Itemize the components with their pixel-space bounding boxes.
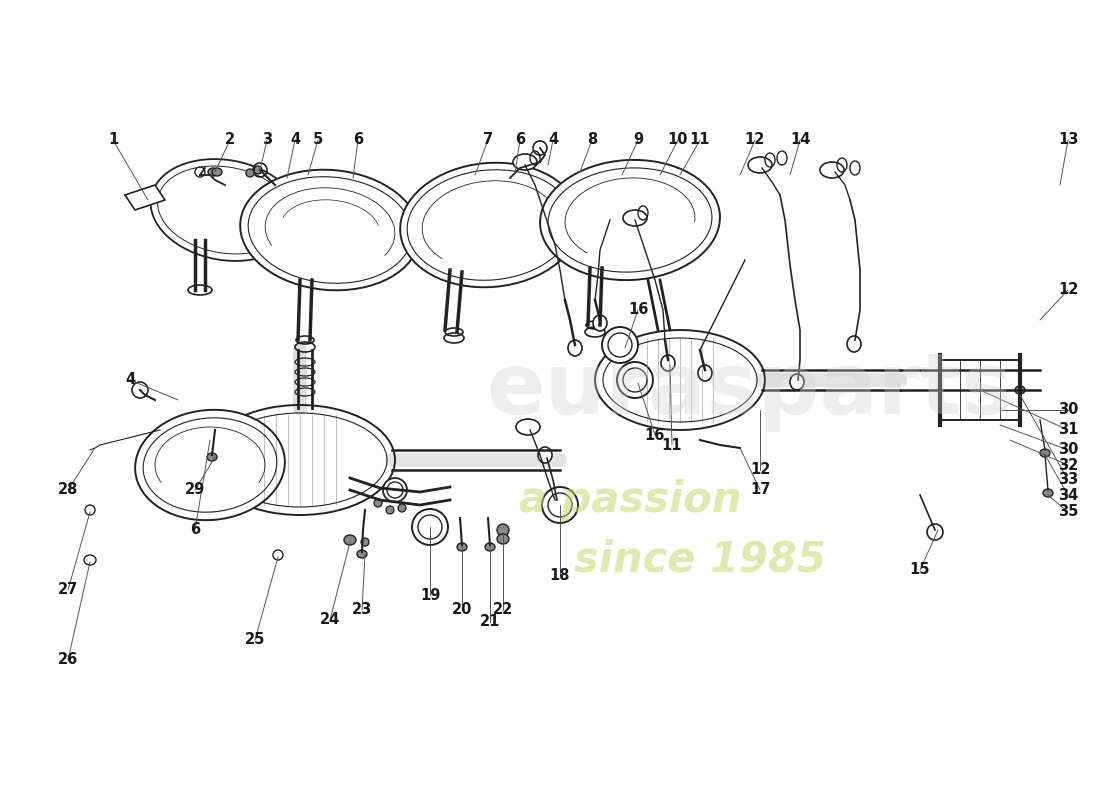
Ellipse shape	[790, 374, 804, 390]
Ellipse shape	[542, 487, 578, 523]
Ellipse shape	[383, 478, 407, 502]
Text: 25: 25	[245, 633, 265, 647]
Ellipse shape	[412, 509, 448, 545]
Ellipse shape	[1040, 449, 1050, 457]
Text: 13: 13	[1058, 133, 1078, 147]
Text: 14: 14	[790, 133, 811, 147]
Ellipse shape	[400, 162, 580, 287]
Text: 10: 10	[668, 133, 689, 147]
Text: 12: 12	[745, 133, 766, 147]
Text: 6: 6	[190, 522, 200, 538]
Ellipse shape	[446, 328, 463, 336]
Ellipse shape	[568, 340, 582, 356]
Text: 5: 5	[312, 133, 323, 147]
Text: 4: 4	[290, 133, 300, 147]
Ellipse shape	[593, 315, 607, 331]
Ellipse shape	[538, 447, 552, 463]
Polygon shape	[125, 185, 165, 210]
Ellipse shape	[151, 159, 299, 261]
Text: 28: 28	[58, 482, 78, 498]
Text: 12: 12	[750, 462, 770, 478]
Text: 4: 4	[548, 133, 558, 147]
Ellipse shape	[617, 362, 653, 398]
Text: 12: 12	[1058, 282, 1078, 298]
Text: 21: 21	[480, 614, 501, 630]
Ellipse shape	[374, 499, 382, 507]
Text: 6: 6	[515, 133, 525, 147]
Text: 34: 34	[1058, 487, 1078, 502]
Ellipse shape	[595, 330, 764, 430]
Ellipse shape	[497, 524, 509, 536]
Text: 2: 2	[224, 133, 235, 147]
Ellipse shape	[208, 168, 218, 176]
Text: a passion: a passion	[519, 479, 741, 521]
Text: 35: 35	[1058, 505, 1078, 519]
Text: 23: 23	[352, 602, 372, 618]
Text: 27: 27	[58, 582, 78, 598]
Ellipse shape	[456, 543, 468, 551]
Text: 8: 8	[587, 133, 597, 147]
Ellipse shape	[602, 327, 638, 363]
Text: 19: 19	[420, 587, 440, 602]
Ellipse shape	[246, 169, 254, 177]
Ellipse shape	[586, 321, 604, 329]
Ellipse shape	[820, 162, 844, 178]
Ellipse shape	[485, 543, 495, 551]
Ellipse shape	[361, 538, 368, 546]
Ellipse shape	[344, 535, 356, 545]
Text: 20: 20	[452, 602, 472, 618]
Text: 31: 31	[1058, 422, 1078, 438]
Text: 3: 3	[262, 133, 272, 147]
Ellipse shape	[1043, 489, 1053, 497]
Text: 4: 4	[125, 373, 135, 387]
Ellipse shape	[623, 210, 647, 226]
Text: 16: 16	[628, 302, 648, 318]
Text: eurasparts: eurasparts	[486, 349, 1013, 431]
Text: 6: 6	[353, 133, 363, 147]
Ellipse shape	[847, 336, 861, 352]
Ellipse shape	[205, 405, 395, 515]
Ellipse shape	[296, 336, 314, 344]
Ellipse shape	[240, 170, 420, 290]
Text: 18: 18	[550, 567, 570, 582]
Text: 16: 16	[645, 427, 665, 442]
Ellipse shape	[188, 285, 212, 295]
Ellipse shape	[135, 410, 285, 520]
Text: 30: 30	[1058, 442, 1078, 458]
Text: 9: 9	[632, 133, 644, 147]
Text: 26: 26	[58, 653, 78, 667]
Text: 29: 29	[185, 482, 205, 498]
Ellipse shape	[748, 157, 772, 173]
Ellipse shape	[540, 160, 719, 280]
Ellipse shape	[207, 453, 217, 461]
Ellipse shape	[254, 166, 262, 174]
Ellipse shape	[497, 534, 509, 544]
Text: 11: 11	[662, 438, 682, 453]
Text: 30: 30	[1058, 402, 1078, 418]
Ellipse shape	[212, 168, 222, 176]
Ellipse shape	[698, 365, 712, 381]
Ellipse shape	[358, 550, 367, 558]
Text: 17: 17	[750, 482, 770, 498]
Ellipse shape	[1015, 386, 1025, 394]
Ellipse shape	[386, 506, 394, 514]
Text: 33: 33	[1058, 473, 1078, 487]
Ellipse shape	[513, 154, 537, 170]
Text: 32: 32	[1058, 458, 1078, 473]
Text: 7: 7	[483, 133, 493, 147]
Text: 15: 15	[910, 562, 931, 578]
Text: 1: 1	[108, 133, 118, 147]
Ellipse shape	[661, 355, 675, 371]
Text: 22: 22	[493, 602, 513, 618]
Text: since 1985: since 1985	[574, 539, 826, 581]
Text: 11: 11	[690, 133, 711, 147]
Ellipse shape	[516, 419, 540, 435]
Ellipse shape	[398, 504, 406, 512]
Text: 24: 24	[320, 613, 340, 627]
